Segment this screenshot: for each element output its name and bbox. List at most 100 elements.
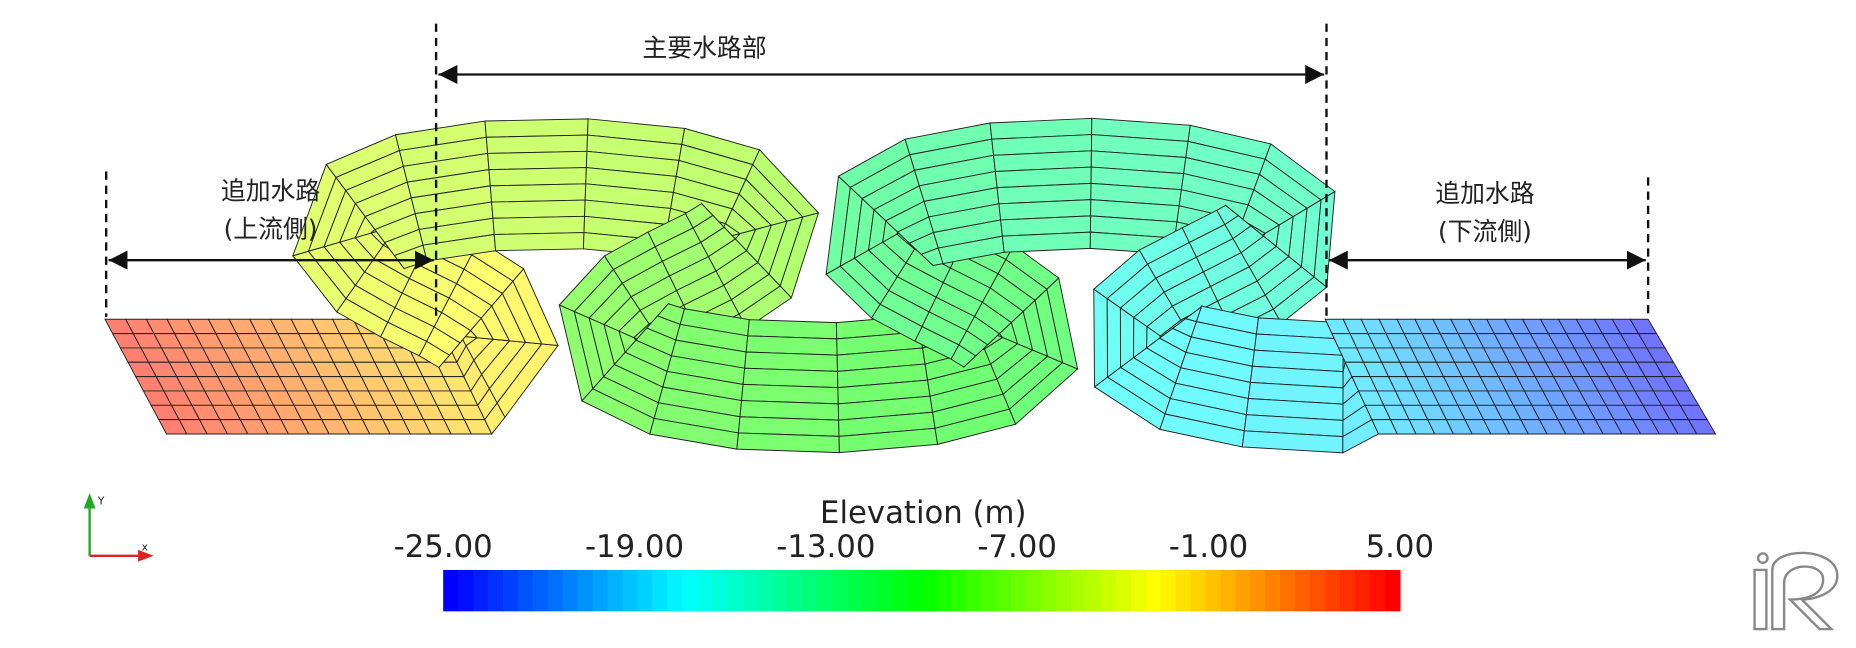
colorbar-step: [1220, 569, 1237, 612]
mesh-cell: [489, 183, 587, 203]
colorbar-step: [816, 569, 833, 612]
colorbar-step: [532, 569, 549, 612]
colorbar-step: [846, 569, 863, 612]
colorbar-tick-label: -25.00: [394, 529, 493, 565]
label: 追加水路: [221, 177, 320, 206]
colorbar-step: [652, 569, 669, 612]
label: 主要水路部: [642, 34, 766, 63]
colorbar-step: [1250, 569, 1266, 612]
logo-i: [1753, 568, 1768, 631]
colorbar-step: [1145, 569, 1162, 612]
colorbar-step: [801, 569, 818, 612]
colorbar-step: [1070, 569, 1087, 612]
dashed-guides: [104, 23, 1650, 317]
mesh-cell: [736, 432, 840, 454]
mesh: [104, 117, 1717, 454]
colorbar-tick-label: -19.00: [585, 529, 684, 565]
mesh-cell: [1093, 288, 1108, 388]
colorbar-step: [1130, 569, 1147, 612]
colorbar-step: [1011, 569, 1027, 612]
colorbar-step: [592, 569, 609, 612]
colorbar-step: [1056, 569, 1072, 612]
colorbar-step: [831, 569, 848, 612]
colorbar-step: [1325, 569, 1341, 612]
colorbar-step: [1160, 569, 1177, 612]
colorbar-step: [502, 569, 519, 612]
x-arrow: [138, 549, 154, 562]
colorbar-step: [1026, 569, 1042, 612]
mesh-cell: [493, 232, 585, 252]
colorbar-step: [1041, 569, 1057, 612]
colorbar-step: [1235, 569, 1252, 612]
logo-dot: [1756, 552, 1769, 565]
colorbar-step: [682, 569, 698, 612]
colorbar-step: [951, 569, 968, 612]
colorbar-step: [488, 569, 504, 612]
colorbar-step: [891, 569, 908, 612]
arrows: [108, 65, 1646, 270]
colorbar-step: [906, 569, 923, 612]
label: 追加水路: [1435, 179, 1534, 208]
colorbar-step: [1100, 569, 1117, 612]
mesh-cell: [492, 215, 586, 235]
mesh-cell: [484, 118, 589, 138]
colorbar-tick-label: -1.00: [1169, 529, 1249, 565]
colorbar-step: [1369, 569, 1386, 612]
colorbar-step: [996, 569, 1012, 612]
colorbar-step: [1340, 569, 1356, 612]
colorbar: -25.00 -19.00 -13.00 -7.00 -1.00 5.00: [394, 529, 1434, 612]
colorbar-step: [1205, 569, 1222, 612]
colorbar-step: [966, 569, 982, 612]
colorbar-step: [921, 569, 938, 612]
colorbar-step: [637, 569, 654, 612]
label: (下流側): [1438, 217, 1532, 246]
logo-r: [1771, 551, 1839, 631]
colorbar-step: [981, 569, 997, 612]
colorbar-step: [772, 569, 788, 612]
colorbar-step: [786, 569, 803, 612]
colorbar-step: [1175, 569, 1192, 612]
colorbar-step: [1280, 569, 1296, 612]
colorbar-step: [607, 569, 624, 612]
colorbar-step: [1190, 569, 1207, 612]
colorbar-step: [577, 569, 594, 612]
colorbar-step: [876, 569, 893, 612]
colorbar-step: [936, 569, 953, 612]
colorbar-step: [458, 569, 474, 612]
label: (上流側): [224, 215, 318, 244]
colorbar-step: [1295, 569, 1311, 612]
colorbar-step: [473, 569, 489, 612]
colorbar-tick-label: -7.00: [977, 529, 1057, 565]
colorbar-step: [562, 569, 579, 612]
colorbar-step: [727, 569, 743, 612]
axes-icon: Y x: [83, 493, 154, 562]
colorbar-tick-label: 5.00: [1366, 529, 1434, 565]
colorbar-step: [622, 569, 639, 612]
colorbar-step: [547, 569, 564, 612]
colorbar-tick-label: -13.00: [776, 529, 875, 565]
mesh-cell: [488, 167, 587, 187]
mesh-cell: [487, 150, 588, 171]
mesh-cell: [491, 199, 586, 219]
colorbar-step: [517, 569, 534, 612]
colorbar-step: [1354, 569, 1371, 612]
colorbar-step: [861, 569, 878, 612]
colorbar-step: [667, 569, 684, 612]
colorbar-step: [1310, 569, 1326, 612]
colorbar-step: [742, 569, 758, 612]
colorbar-step: [443, 569, 459, 612]
mesh-cell: [1687, 419, 1717, 435]
colorbar-step: [1384, 569, 1401, 612]
mesh-cell: [1001, 231, 1091, 253]
mesh-cell: [1106, 297, 1122, 379]
y-arrow: [83, 493, 96, 509]
colorbar-step: [712, 569, 728, 612]
colorbar-step: [1265, 569, 1281, 612]
colorbar-title: Elevation (m): [820, 495, 1026, 531]
colorbar-step: [1085, 569, 1102, 612]
colorbar-step: [757, 569, 773, 612]
logo: [1753, 551, 1839, 631]
colorbar-step: [697, 569, 713, 612]
colorbar-step: [1115, 569, 1132, 612]
